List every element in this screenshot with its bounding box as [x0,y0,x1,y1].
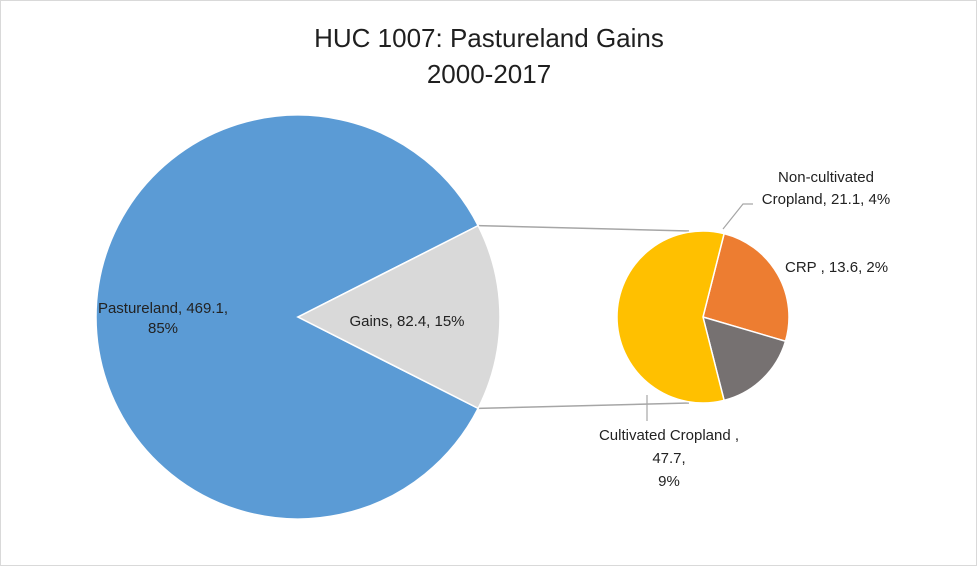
data-label-line: Non-cultivated [778,169,874,186]
slice-gains [296,224,501,410]
chart-title-line-1: HUC 1007: Pastureland Gains [314,23,664,53]
leader-line-non-cultivated-cropland [722,203,753,230]
data-label-line: 47.7, [652,450,685,467]
leader-lines [646,203,753,421]
slice-non-cultivated-cropland [702,232,790,343]
data-label-crp: CRP , 13.6, 2% [785,259,888,276]
data-label-line: 9% [658,473,680,490]
data-label-line: Pastureland, 469.1, [98,300,228,317]
chart-title-line-2: 2000-2017 [427,59,551,89]
data-label-line: Cropland, 21.1, 4% [762,191,890,208]
data-label-line: 85% [148,320,178,337]
data-label-non-cultivated-cropland: Non-cultivated Cropland, 21.1, 4% [762,169,890,208]
connector-line-bottom [478,402,690,410]
data-label-line: Gains, 82.4, 15% [349,313,464,330]
data-labels: Pastureland, 469.1, 85% Gains, 82.4, 15% No… [98,169,890,490]
data-label-gains: Gains, 82.4, 15% [349,313,464,330]
secondary-pie [616,230,790,404]
slice-cultivated-cropland [616,230,726,404]
connector-lines [478,224,690,410]
chart-title: HUC 1007: Pastureland Gains 2000-2017 [314,23,664,89]
data-label-pastureland: Pastureland, 469.1, 85% [98,300,228,337]
slice-pastureland [95,114,480,520]
slice-crp [701,315,787,402]
data-label-line: CRP , 13.6, 2% [785,259,888,276]
data-label-line: Cultivated Cropland , [599,427,739,444]
primary-pie [95,114,501,520]
connector-line-top [478,224,690,232]
data-label-cultivated-cropland: Cultivated Cropland , 47.7, 9% [599,427,739,490]
